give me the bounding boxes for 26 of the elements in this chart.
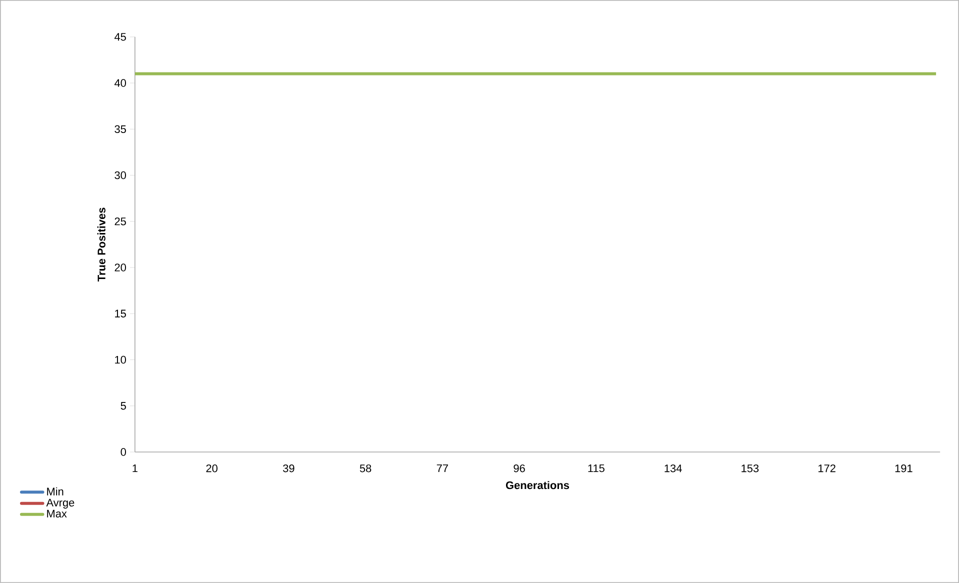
y-axis-title: True Positives	[97, 208, 106, 282]
x-tick-label: 1	[132, 464, 138, 472]
x-tick-label: 191	[895, 464, 912, 472]
x-tick-label: 134	[664, 464, 682, 472]
legend-label: Min	[47, 487, 64, 496]
y-tick-label: 20	[114, 264, 126, 272]
y-tick-label: 40	[114, 79, 126, 87]
legend-label: Avrge	[46, 498, 74, 509]
y-tick-label: 25	[114, 218, 126, 226]
y-tick-label: 30	[114, 171, 126, 180]
y-tick-label: 45	[114, 33, 126, 41]
y-tick-label: 10	[115, 356, 126, 364]
y-tick-label: 0	[120, 448, 126, 456]
legend-label: Max	[47, 510, 67, 518]
y-tick-label: 5	[120, 402, 126, 410]
y-tick-label: 15	[115, 310, 126, 318]
x-axis-title: Generations	[506, 481, 570, 490]
x-tick-label: 58	[360, 464, 372, 472]
y-tick-label: 35	[114, 125, 126, 134]
x-tick-label: 153	[742, 464, 759, 472]
x-tick-label: 172	[818, 464, 836, 472]
x-tick-label: 77	[436, 464, 448, 472]
x-tick-label: 96	[514, 464, 525, 472]
x-tick-label: 20	[206, 464, 218, 472]
x-tick-label: 115	[588, 464, 604, 472]
x-tick-label: 39	[283, 464, 294, 472]
